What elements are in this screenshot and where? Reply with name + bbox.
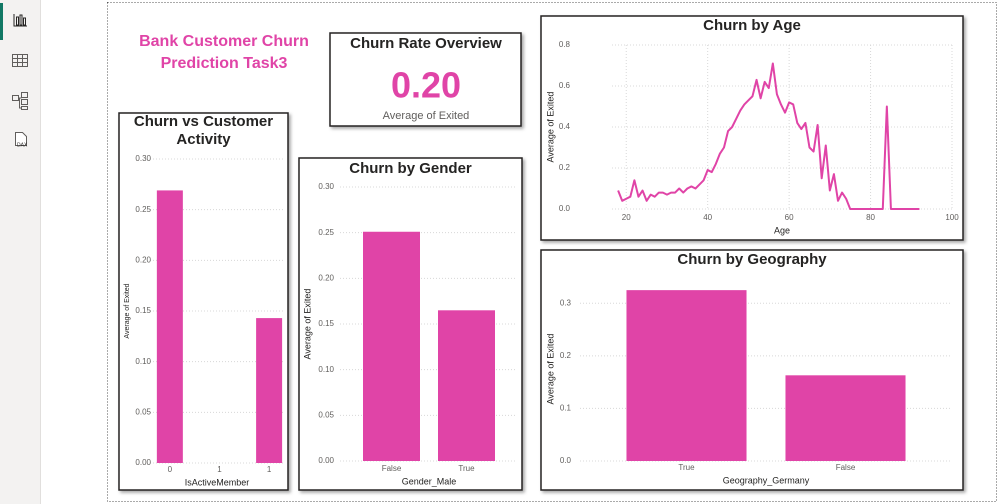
bar (156, 190, 183, 463)
model-view-icon[interactable] (12, 92, 28, 110)
x-axis-title: Geography_Germany (723, 475, 810, 485)
line (617, 62, 920, 210)
y-tick-label: 0.10 (135, 357, 151, 366)
x-tick-label: False (382, 464, 402, 473)
y-tick-label: 0.25 (318, 228, 334, 237)
sidebar (0, 0, 40, 504)
y-tick-label: 0.2 (559, 163, 571, 172)
y-axis-title: Average of Exited (124, 283, 131, 338)
y-axis-title: Average of Exited (545, 92, 555, 163)
visual-container (540, 15, 964, 241)
x-tick-label: True (458, 464, 475, 473)
chart-title: Churn by Age (703, 17, 801, 34)
y-tick-label: 0.30 (318, 182, 334, 191)
y-tick-label: 0.20 (318, 273, 334, 282)
y-tick-label: 0.05 (318, 410, 334, 419)
table-view-icon[interactable] (12, 54, 28, 67)
y-tick-label: 0.2 (560, 351, 572, 360)
x-tick-label: 40 (703, 213, 712, 222)
chart-title: Churn by Gender (349, 160, 472, 177)
kpi-card (329, 32, 522, 127)
y-tick-label: 0.10 (318, 365, 334, 374)
y-tick-label: 0.20 (135, 255, 151, 264)
bar (256, 318, 283, 463)
x-tick-label: 100 (945, 213, 959, 222)
y-tick-label: 0.6 (559, 81, 571, 90)
y-tick-label: 0.05 (135, 407, 151, 416)
y-tick-label: 0.0 (559, 204, 571, 213)
x-axis-title: Gender_Male (402, 476, 457, 486)
x-tick-label: 1 (267, 465, 272, 474)
x-tick-label: 80 (866, 213, 875, 222)
y-tick-label: 0.00 (318, 456, 334, 465)
y-tick-label: 0.00 (135, 458, 151, 467)
bar (626, 290, 747, 461)
x-tick-label: 1 (217, 465, 222, 474)
chart-title: Churn by Geography (677, 251, 827, 268)
report-view-icon[interactable] (13, 14, 27, 27)
y-tick-label: 0.0 (560, 456, 572, 465)
bar (363, 231, 420, 461)
y-tick-label: 0.3 (560, 298, 572, 307)
canvas-border (107, 2, 997, 502)
x-axis-title: IsActiveMember (185, 477, 250, 487)
active-indicator (0, 3, 3, 40)
x-tick-label: True (678, 463, 695, 472)
x-tick-label: 20 (622, 213, 631, 222)
page-title: Bank Customer Churn Prediction Task3 (139, 33, 309, 72)
card-caption: Average of Exited (383, 110, 470, 122)
card-title: Churn Rate Overview (350, 35, 502, 52)
y-axis-title: Average of Exited (545, 334, 555, 405)
bar (785, 375, 906, 461)
x-axis-title: Age (774, 225, 790, 235)
x-tick-label: 60 (785, 213, 794, 222)
chart-title: Churn vs Customer Activity (134, 113, 273, 148)
y-tick-label: 0.15 (135, 306, 151, 315)
x-tick-label: False (836, 463, 856, 472)
bar (438, 310, 495, 461)
y-tick-label: 0.1 (560, 404, 572, 413)
dax-label: DAX (17, 142, 28, 148)
card-value: 0.20 (391, 65, 461, 106)
y-tick-label: 0.4 (559, 122, 571, 131)
y-tick-label: 0.30 (135, 154, 151, 163)
y-axis-title: Average of Exited (302, 289, 312, 360)
y-tick-label: 0.8 (559, 40, 571, 49)
x-tick-label: 0 (168, 465, 173, 474)
y-tick-label: 0.25 (135, 205, 151, 214)
dax-view-icon[interactable]: DAX (15, 132, 28, 149)
y-tick-label: 0.15 (318, 319, 334, 328)
